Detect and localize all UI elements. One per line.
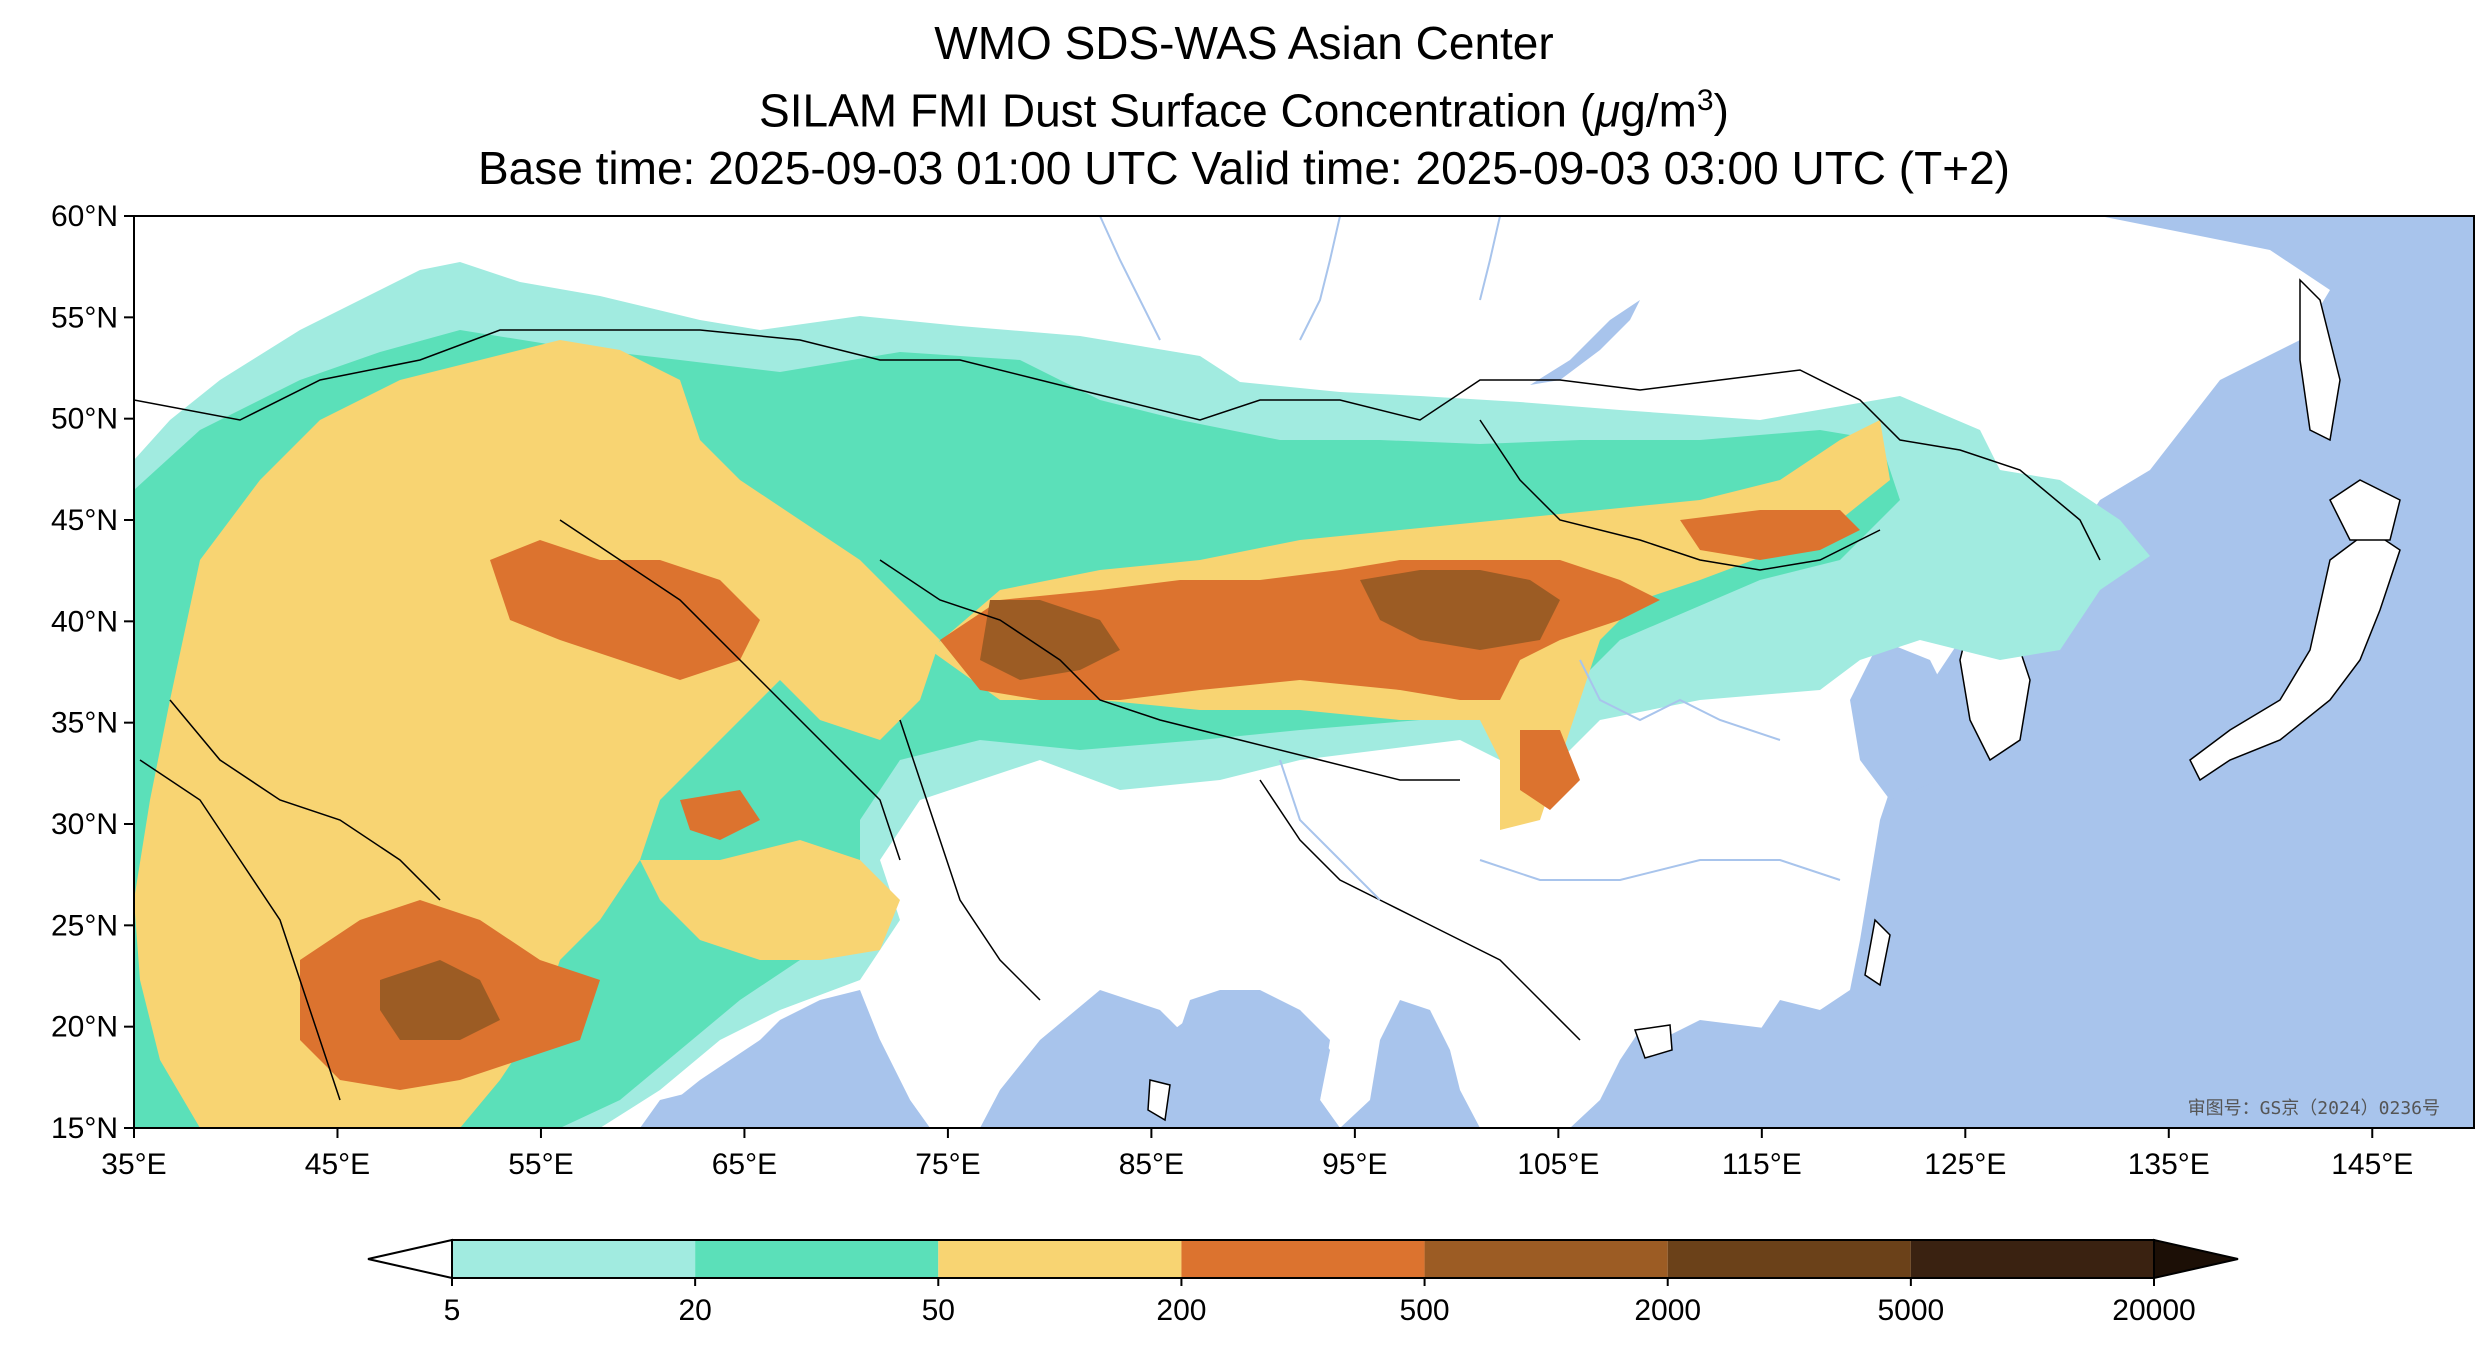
latitude-axis: 60°N 55°N 50°N 45°N 40°N 35°N 30°N 25°N 20°N 15°N [51, 200, 134, 1145]
lon-tick-label: 55°E [508, 1148, 573, 1181]
colorbar-level-label: 5000 [1877, 1294, 1944, 1327]
lon-tick-label: 125°E [1924, 1148, 2006, 1181]
lake-baikal [1530, 300, 1640, 385]
lat-tick-label: 15°N [51, 1112, 118, 1145]
south-china-sea [1600, 1000, 1930, 1128]
colorbar-level-label: 50 [922, 1294, 955, 1327]
longitude-axis: 35°E 45°E 55°E 65°E 75°E 85°E 95°E 105°E 115°E 12… [101, 1128, 2413, 1181]
title-line-1: WMO SDS-WAS Asian Center [934, 17, 1554, 69]
bay-of-bengal [1140, 1000, 1340, 1128]
arabian-sea [640, 1000, 930, 1128]
colorbar: 5 20 50 200 500 2000 5000 20000 [367, 1238, 2239, 1327]
colorbar-segment [1910, 1240, 2154, 1278]
lon-tick-label: 105°E [1517, 1148, 1599, 1181]
colorbar-level-label: 500 [1400, 1294, 1450, 1327]
lat-tick-label: 60°N [51, 200, 118, 233]
colorbar-segment [938, 1240, 1182, 1278]
lon-tick-label: 115°E [1722, 1148, 1802, 1181]
lon-tick-label: 45°E [305, 1148, 370, 1181]
title-line-3: Base time: 2025-09-03 01:00 UTC Valid ti… [478, 142, 2010, 195]
lat-tick-label: 30°N [51, 808, 118, 841]
lat-tick-label: 55°N [51, 301, 118, 334]
review-stamp: 审图号：GS京（2024）0236号 [2188, 1098, 2440, 1119]
colorbar-level-label: 20000 [2112, 1294, 2195, 1327]
lat-tick-label: 40°N [51, 605, 118, 638]
colorbar-level-label: 5 [444, 1294, 461, 1327]
lat-tick-label: 25°N [51, 909, 118, 942]
yellow-sea [1850, 640, 1960, 800]
colorbar-level-label: 20 [678, 1294, 711, 1327]
lat-tick-label: 45°N [51, 504, 118, 537]
title-line-2: SILAM FMI Dust Surface Concentration (μg… [759, 84, 1729, 137]
colorbar-segment [695, 1240, 939, 1278]
land-mass-hokkaido [2329, 479, 2401, 541]
map-title-block: WMO SDS-WAS Asian Center SILAM FMI Dust … [0, 14, 2488, 197]
lon-tick-label: 145°E [2331, 1148, 2413, 1181]
colorbar-segment [452, 1240, 696, 1278]
map-frame [133, 215, 2475, 1129]
land-mass-japan [2189, 529, 2401, 782]
lat-tick-label: 20°N [51, 1011, 118, 1044]
colorbar-level-label: 2000 [1634, 1294, 1701, 1327]
lon-tick-label: 85°E [1119, 1148, 1184, 1181]
colorbar-frame [451, 1239, 2155, 1279]
land-mass-hainan [1633, 1024, 1673, 1059]
colorbar-segment [1424, 1240, 1668, 1278]
lon-tick-label: 65°E [712, 1148, 777, 1181]
lon-tick-label: 35°E [101, 1148, 166, 1181]
rivers [1099, 216, 1841, 901]
land-mass-taiwan [1864, 918, 1891, 987]
lon-tick-label: 135°E [2128, 1148, 2210, 1181]
land-mass-sri-lanka [1147, 1079, 1171, 1122]
colorbar-segment [1667, 1240, 1911, 1278]
country-borders [134, 329, 2101, 1101]
colorbar-over-arrow [2153, 1238, 2239, 1280]
map-area [134, 216, 2474, 1128]
lon-tick-label: 75°E [915, 1148, 980, 1181]
colorbar-under-arrow [367, 1238, 453, 1280]
colorbar-segment [1181, 1240, 1425, 1278]
lat-tick-label: 35°N [51, 707, 118, 740]
dust-field-500-2000 [380, 570, 1560, 1040]
colorbar-level-label: 200 [1156, 1294, 1206, 1327]
lat-tick-label: 50°N [51, 403, 118, 436]
lon-tick-label: 95°E [1322, 1148, 1387, 1181]
land-mass-sakhalin [2299, 278, 2341, 442]
